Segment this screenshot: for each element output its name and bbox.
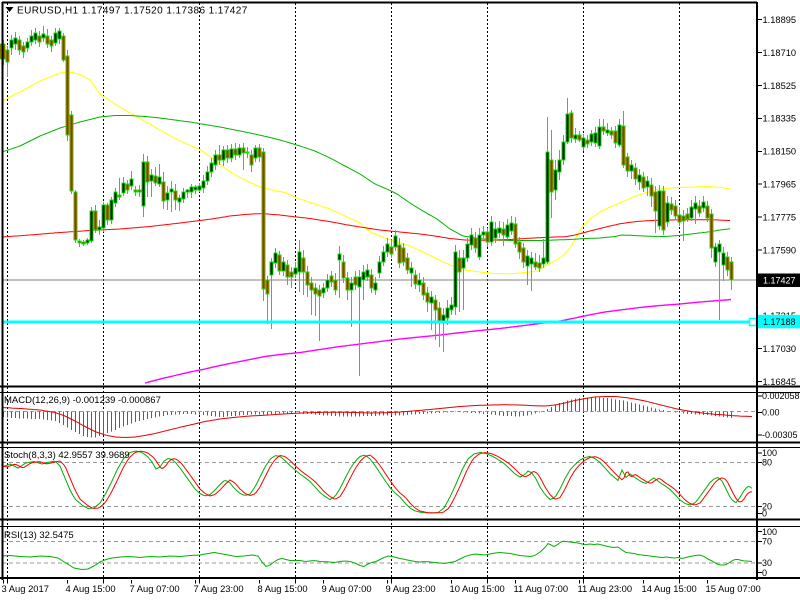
svg-text:1.18710: 1.18710 — [763, 48, 797, 58]
svg-text:1.17030: 1.17030 — [763, 344, 797, 354]
svg-text:4 Aug 15:00: 4 Aug 15:00 — [66, 583, 116, 594]
svg-text:1.18335: 1.18335 — [763, 114, 797, 124]
svg-text:11 Aug 23:00: 11 Aug 23:00 — [578, 583, 633, 594]
svg-text:MACD(12,26,9) -0.001239 -0.000: MACD(12,26,9) -0.001239 -0.000867 — [4, 395, 161, 406]
svg-text:1.17427: 1.17427 — [763, 276, 796, 286]
svg-text:1.17965: 1.17965 — [763, 180, 797, 190]
svg-text:11 Aug 07:00: 11 Aug 07:00 — [514, 583, 569, 594]
svg-text:9 Aug 07:00: 9 Aug 07:00 — [322, 583, 372, 594]
svg-text:1.18150: 1.18150 — [763, 147, 797, 157]
svg-text:30: 30 — [762, 558, 772, 568]
svg-text:Stoch(8,3,3) 42.9557 39.9689: Stoch(8,3,3) 42.9557 39.9689 — [4, 450, 130, 461]
svg-text:EURUSD,H1 1.17497 1.17520 1: EURUSD,H1 1.17497 1.17520 1.17386 1.1742… — [17, 6, 248, 17]
svg-text:1.16845: 1.16845 — [763, 377, 797, 387]
svg-text:15 Aug 07:00: 15 Aug 07:00 — [706, 583, 761, 594]
svg-text:1.17590: 1.17590 — [763, 245, 797, 255]
svg-text:1.18895: 1.18895 — [763, 15, 797, 25]
svg-text:0: 0 — [762, 568, 767, 578]
svg-text:0.00: 0.00 — [762, 408, 780, 418]
svg-text:80: 80 — [762, 458, 772, 468]
svg-text:8 Aug 15:00: 8 Aug 15:00 — [258, 583, 308, 594]
svg-text:1.17775: 1.17775 — [763, 212, 797, 222]
svg-text:1.18525: 1.18525 — [763, 81, 797, 91]
svg-text:-0.00305: -0.00305 — [762, 430, 798, 440]
svg-text:14 Aug 15:00: 14 Aug 15:00 — [642, 583, 697, 594]
svg-text:100: 100 — [762, 527, 777, 537]
svg-text:7 Aug 07:00: 7 Aug 07:00 — [130, 583, 180, 594]
svg-text:70: 70 — [762, 537, 772, 547]
svg-text:0: 0 — [762, 509, 767, 519]
svg-text:9 Aug 23:00: 9 Aug 23:00 — [386, 583, 436, 594]
svg-text:3 Aug 2017: 3 Aug 2017 — [2, 583, 49, 594]
svg-text:RSI(13) 32.5475: RSI(13) 32.5475 — [4, 530, 74, 541]
svg-text:10 Aug 15:00: 10 Aug 15:00 — [450, 583, 505, 594]
svg-text:7 Aug 23:00: 7 Aug 23:00 — [194, 583, 244, 594]
svg-text:1.17188: 1.17188 — [763, 317, 796, 327]
svg-text:0.002058: 0.002058 — [762, 391, 800, 401]
svg-text:20: 20 — [762, 502, 772, 512]
svg-text:100: 100 — [762, 448, 777, 458]
